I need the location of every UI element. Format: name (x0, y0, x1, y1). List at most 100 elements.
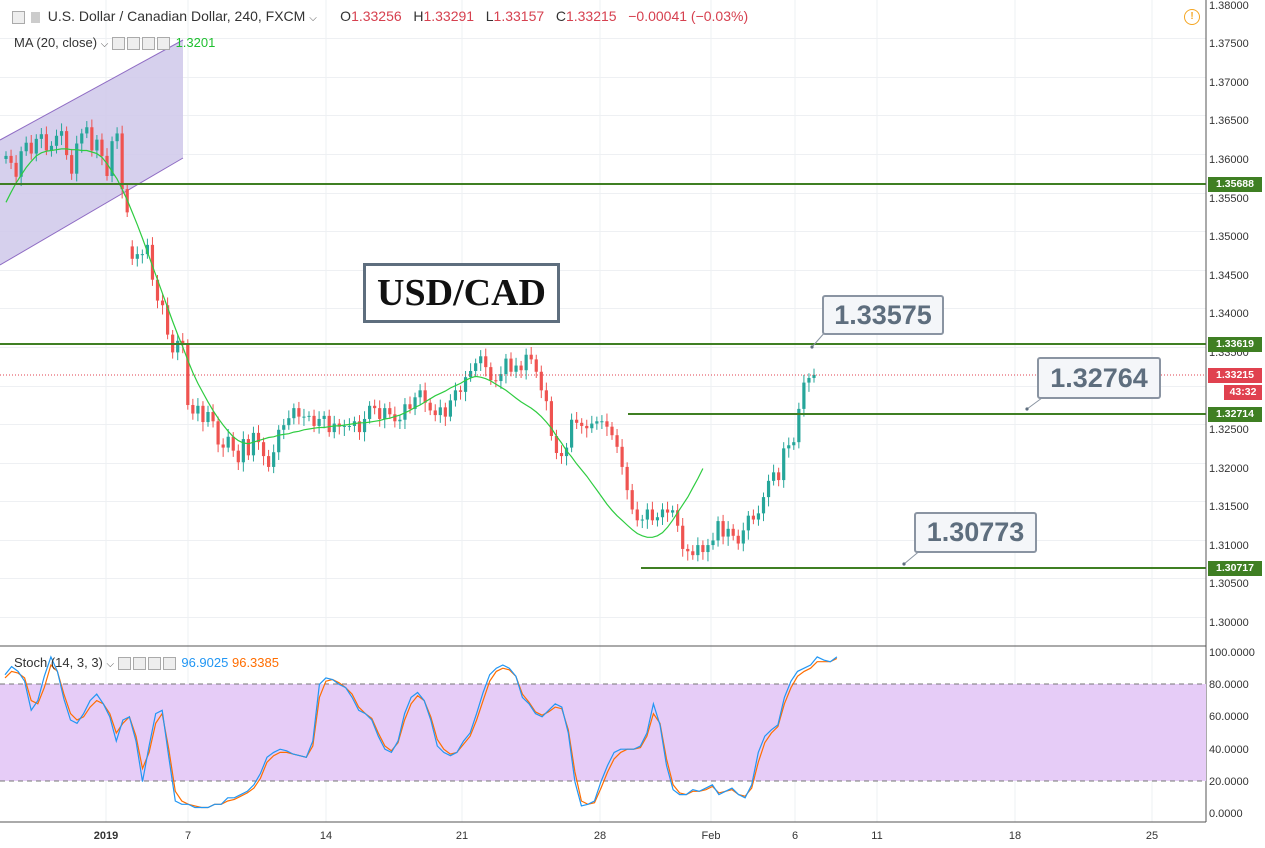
candle-body[interactable] (90, 127, 94, 151)
candle-body[interactable] (135, 254, 139, 259)
candle-body[interactable] (686, 548, 690, 552)
candle-body[interactable] (549, 401, 553, 436)
candle-body[interactable] (246, 439, 250, 456)
candle-body[interactable] (716, 521, 720, 541)
candle-body[interactable] (312, 415, 316, 426)
candle-body[interactable] (9, 155, 13, 163)
candle-body[interactable] (746, 515, 750, 531)
candle-body[interactable] (196, 405, 200, 414)
candle-body[interactable] (261, 442, 266, 457)
chevron-down-icon[interactable]: ⌵ (309, 13, 317, 24)
candle-body[interactable] (731, 528, 735, 536)
candle-body[interactable] (160, 300, 165, 306)
candle-body[interactable] (181, 340, 185, 344)
candle-body[interactable] (766, 480, 771, 498)
candle-body[interactable] (221, 444, 225, 448)
candle-body[interactable] (236, 450, 240, 463)
candle-body[interactable] (241, 439, 245, 463)
candle-body[interactable] (433, 410, 437, 416)
candle-body[interactable] (54, 135, 59, 146)
candle-body[interactable] (474, 363, 478, 371)
candle-body[interactable] (721, 521, 725, 537)
candle-body[interactable] (267, 456, 271, 467)
candle-body[interactable] (559, 453, 564, 457)
candle-body[interactable] (463, 377, 468, 392)
candle-body[interactable] (292, 408, 296, 419)
candle-body[interactable] (802, 382, 806, 409)
candle-body[interactable] (494, 380, 498, 382)
trend-channel-lower-line[interactable] (0, 157, 184, 266)
callout-3[interactable]: 1.30773 (914, 512, 1037, 553)
candle-body[interactable] (600, 421, 604, 423)
candle-body[interactable] (428, 402, 432, 411)
candle-body[interactable] (166, 305, 170, 335)
candle-body[interactable] (484, 356, 488, 368)
candle-body[interactable] (630, 490, 634, 510)
candle-body[interactable] (519, 365, 523, 371)
candle-body[interactable] (514, 365, 518, 372)
candle-body[interactable] (509, 358, 513, 372)
candle-body[interactable] (19, 151, 23, 177)
candle-body[interactable] (110, 141, 114, 176)
candle-body[interactable] (403, 404, 407, 420)
candle-body[interactable] (287, 418, 291, 426)
candle-body[interactable] (70, 155, 74, 174)
candle-body[interactable] (39, 134, 43, 139)
candle-body[interactable] (772, 472, 776, 481)
alert-icon[interactable]: ! (1184, 9, 1200, 25)
candle-body[interactable] (191, 405, 195, 414)
candle-body[interactable] (761, 497, 766, 514)
candle-body[interactable] (211, 411, 215, 422)
candle-body[interactable] (362, 418, 367, 433)
candle-body[interactable] (317, 418, 321, 426)
pair-title-box[interactable]: USD/CAD (363, 263, 560, 323)
close-icon[interactable] (156, 37, 170, 51)
candle-body[interactable] (413, 397, 417, 409)
candle-body[interactable] (469, 370, 473, 378)
candle-body[interactable] (4, 155, 8, 159)
eye-icon[interactable] (117, 657, 131, 671)
candle-body[interactable] (807, 377, 811, 383)
candle-body[interactable] (85, 127, 89, 134)
candle-body[interactable] (701, 545, 705, 553)
candle-body[interactable] (660, 509, 665, 518)
candle-body[interactable] (277, 429, 281, 453)
candle-body[interactable] (797, 408, 801, 443)
candle-body[interactable] (297, 408, 301, 417)
candle-body[interactable] (635, 509, 639, 521)
candle-body[interactable] (792, 442, 796, 446)
candle-body[interactable] (272, 452, 276, 467)
candle-body[interactable] (398, 419, 402, 422)
candle-body[interactable] (347, 425, 351, 427)
candle-body[interactable] (256, 432, 261, 443)
candle-body[interactable] (155, 279, 160, 301)
plus-icon[interactable] (147, 657, 161, 671)
gear-icon[interactable] (126, 37, 140, 51)
stoch-legend[interactable]: Stoch (14, 3, 3) ⌵ 96.9025 96.3385 (14, 655, 279, 671)
candle-body[interactable] (570, 419, 574, 448)
callout-2[interactable]: 1.32764 (1037, 357, 1161, 399)
collapse-icon[interactable] (12, 10, 25, 24)
candle-body[interactable] (585, 425, 589, 429)
symbol-legend[interactable]: U.S. Dollar / Canadian Dollar, 240, FXCM… (12, 8, 748, 24)
candle-body[interactable] (186, 343, 190, 406)
candle-body[interactable] (100, 139, 104, 156)
candle-body[interactable] (711, 540, 715, 546)
candle-body[interactable] (115, 133, 119, 142)
candle-body[interactable] (676, 510, 680, 526)
candle-body[interactable] (150, 244, 155, 280)
candle-body[interactable] (423, 390, 427, 403)
candle-body[interactable] (453, 390, 458, 401)
candle-body[interactable] (251, 432, 256, 456)
candle-body[interactable] (322, 415, 326, 419)
candle-body[interactable] (368, 405, 372, 419)
candle-body[interactable] (120, 133, 124, 190)
candle-body[interactable] (751, 515, 755, 520)
candle-body[interactable] (418, 390, 422, 398)
candle-body[interactable] (373, 405, 377, 409)
candle-body[interactable] (49, 145, 54, 151)
candle-body[interactable] (443, 407, 447, 417)
candle-body[interactable] (388, 408, 392, 415)
candle-body[interactable] (24, 142, 28, 152)
